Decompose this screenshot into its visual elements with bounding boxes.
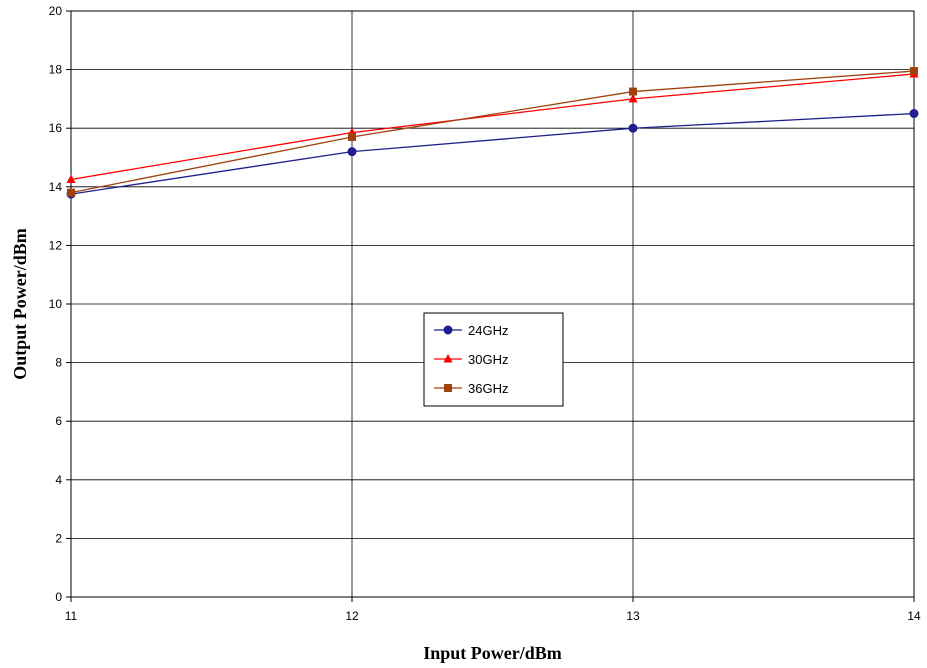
series-36GHz [67, 67, 918, 197]
legend-marker [443, 354, 453, 363]
legend-item: 24GHz [434, 323, 508, 338]
legend-label: 24GHz [468, 323, 508, 338]
data-point [628, 93, 638, 103]
y-tick-label: 4 [55, 473, 62, 487]
legend-marker [443, 325, 453, 335]
data-point [909, 109, 919, 119]
data-point [66, 174, 76, 183]
y-tick-label: 20 [49, 4, 63, 18]
y-tick-label: 0 [55, 590, 62, 604]
y-tick-label: 8 [55, 356, 62, 370]
series-line [70, 70, 915, 194]
x-tick-label: 13 [626, 609, 640, 623]
legend-item: 36GHz [434, 381, 508, 396]
y-axis-ticks: 0 2 4 6 8 10 12 14 16 18 20 [49, 4, 71, 604]
legend-label: 36GHz [468, 381, 508, 396]
data-point [347, 147, 357, 157]
y-tick-label: 6 [55, 414, 62, 428]
series-line [70, 73, 915, 181]
series-30GHz [66, 68, 919, 183]
legend-label: 30GHz [468, 352, 508, 367]
data-point [67, 188, 75, 197]
legend: 24GHz 30GHz 36GHz [423, 312, 564, 407]
x-axis-ticks: 11 12 13 14 [65, 597, 921, 623]
data-point [910, 67, 918, 76]
legend-item: 30GHz [434, 352, 508, 367]
y-tick-label: 10 [49, 297, 63, 311]
y-tick-label: 14 [49, 180, 63, 194]
grid-lines [70, 10, 915, 598]
data-point [348, 132, 356, 141]
series-line [70, 112, 915, 195]
series-layer [66, 67, 919, 199]
data-point [629, 87, 637, 96]
y-tick-label: 12 [49, 238, 63, 252]
x-tick-label: 14 [907, 609, 921, 623]
x-tick-label: 12 [345, 609, 359, 623]
data-point [628, 123, 638, 133]
x-axis-title: Input Power/dBm [423, 643, 562, 663]
x-tick-label: 11 [65, 609, 78, 623]
y-axis-title: Output Power/dBm [10, 228, 30, 380]
legend-marker [444, 384, 452, 392]
series-24GHz [66, 109, 919, 199]
y-tick-label: 18 [49, 63, 63, 77]
y-tick-label: 16 [49, 121, 63, 135]
y-tick-label: 2 [55, 531, 62, 545]
